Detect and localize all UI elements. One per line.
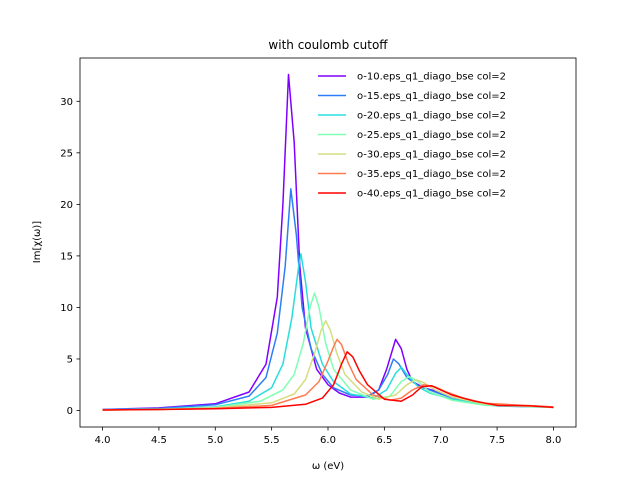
- legend-label-2: o-15.eps_q1_diago_bse col=2: [357, 91, 506, 102]
- series-line-7: [102, 351, 554, 411]
- series-line-2: [102, 188, 554, 411]
- chart-title: with coulomb cutoff: [268, 38, 388, 52]
- y-tick-label-4: 20: [60, 200, 73, 211]
- legend-label-3: o-20.eps_q1_diago_bse col=2: [357, 111, 506, 122]
- ticks-layer: 4.0 4.5 5.0 5.5 6.0 6.5 7.0 7.5 8.0 0 5 10 15 20 25 30: [60, 57, 577, 446]
- x-tick-label-8: 8.0: [546, 435, 562, 446]
- legend-label-5: o-30.eps_q1_diago_bse col=2: [357, 150, 506, 161]
- x-tick-label-1: 4.5: [151, 435, 167, 446]
- y-tick-label-0: 0: [67, 406, 73, 417]
- y-tick-label-1: 5: [67, 354, 73, 365]
- y-tick-label-5: 25: [60, 148, 73, 159]
- x-tick-label-3: 5.5: [264, 435, 280, 446]
- y-tick-label-3: 15: [60, 251, 73, 262]
- x-tick-label-5: 6.5: [376, 435, 392, 446]
- x-tick-label-4: 6.0: [320, 435, 336, 446]
- legend-label-1: o-10.eps_q1_diago_bse col=2: [357, 72, 506, 83]
- plot-area: [102, 73, 554, 411]
- legend-label-7: o-40.eps_q1_diago_bse col=2: [357, 189, 506, 200]
- y-tick-label-2: 10: [60, 303, 73, 314]
- x-tick-label-6: 7.0: [433, 435, 449, 446]
- legend-label-4: o-25.eps_q1_diago_bse col=2: [357, 130, 506, 141]
- x-tick-label-2: 5.0: [207, 435, 223, 446]
- legend: o-10.eps_q1_diago_bse col=2 o-15.eps_q1_d…: [318, 72, 506, 200]
- x-axis-label: ω (eV): [312, 461, 344, 472]
- y-axis-label: Im[χ(ω)]: [32, 221, 43, 264]
- x-tick-label-0: 4.0: [95, 435, 111, 446]
- x-tick-label-7: 7.5: [489, 435, 505, 446]
- y-tick-label-6: 30: [60, 97, 73, 108]
- legend-label-6: o-35.eps_q1_diago_bse col=2: [357, 169, 506, 180]
